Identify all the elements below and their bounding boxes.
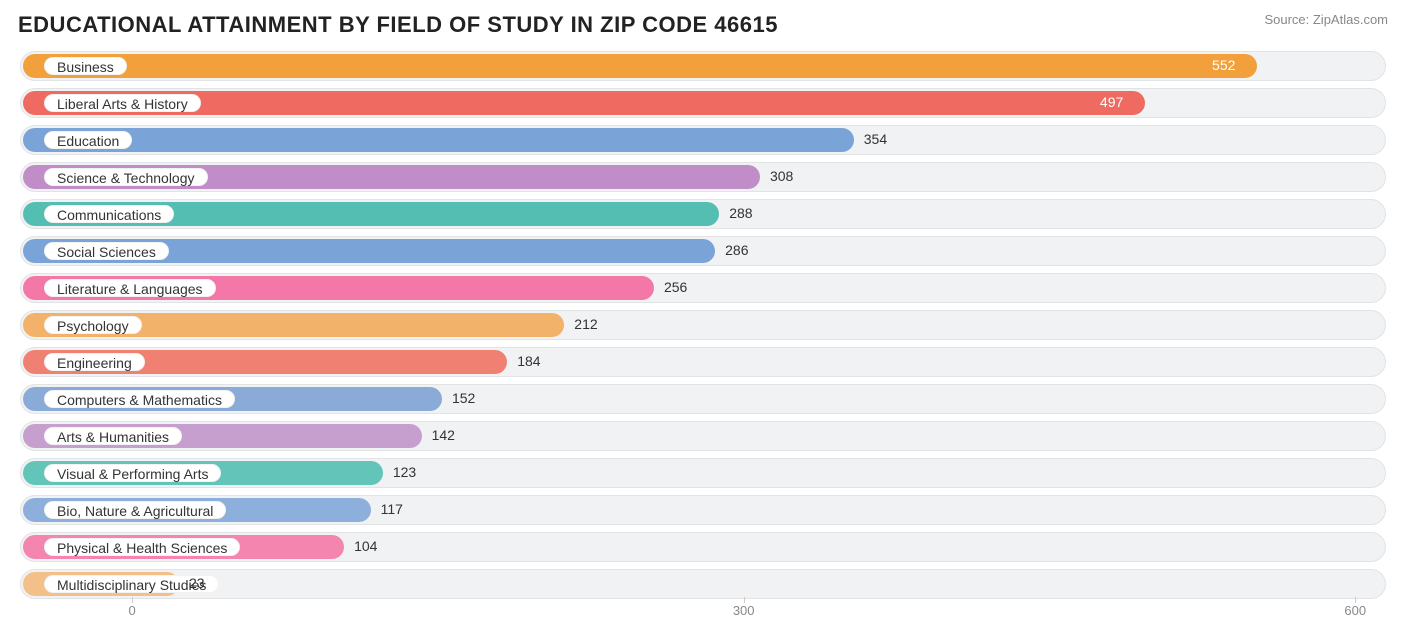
bar-row: Computers & Mathematics 152 [20, 381, 1386, 418]
category-label: Science & Technology [44, 168, 208, 186]
plot-area: Business 552 Liberal Arts & History 497 Educ… [20, 48, 1386, 603]
value-label: 286 [725, 242, 748, 258]
category-label: Education [44, 131, 132, 149]
bar-row: Visual & Performing Arts 123 [20, 455, 1386, 492]
bar [23, 54, 1257, 78]
chart-source: Source: ZipAtlas.com [1264, 12, 1388, 27]
category-label: Business [44, 57, 127, 75]
value-label: 152 [452, 390, 475, 406]
bar-track [20, 569, 1386, 599]
category-label: Liberal Arts & History [44, 94, 201, 112]
value-label: 256 [664, 279, 687, 295]
value-label: 123 [393, 464, 416, 480]
value-label: 184 [517, 353, 540, 369]
value-label: 23 [189, 575, 205, 591]
value-label: 288 [729, 205, 752, 221]
bar-row: Social Sciences 286 [20, 233, 1386, 270]
bar-row: Bio, Nature & Agricultural 117 [20, 492, 1386, 529]
value-label: 117 [381, 501, 403, 517]
category-label: Literature & Languages [44, 279, 216, 297]
value-label: 497 [1100, 94, 1123, 110]
category-label: Bio, Nature & Agricultural [44, 501, 226, 519]
category-label: Physical & Health Sciences [44, 538, 240, 556]
bar-row: Literature & Languages 256 [20, 270, 1386, 307]
bar-row: Engineering 184 [20, 344, 1386, 381]
chart-title: EDUCATIONAL ATTAINMENT BY FIELD OF STUDY… [18, 12, 778, 38]
tick-label: 0 [128, 603, 135, 618]
value-label: 104 [354, 538, 377, 554]
x-axis: 0 300 600 [20, 603, 1386, 627]
value-label: 142 [432, 427, 455, 443]
category-label: Visual & Performing Arts [44, 464, 221, 482]
value-label: 552 [1212, 57, 1235, 73]
bar [23, 128, 854, 152]
category-label: Arts & Humanities [44, 427, 182, 445]
bar-row: Liberal Arts & History 497 [20, 85, 1386, 122]
chart-header: EDUCATIONAL ATTAINMENT BY FIELD OF STUDY… [10, 12, 1396, 48]
bar-row: Communications 288 [20, 196, 1386, 233]
value-label: 308 [770, 168, 793, 184]
bar-row: Multidisciplinary Studies23 [20, 566, 1386, 603]
bar-row: Science & Technology 308 [20, 159, 1386, 196]
bar-row: Education 354 [20, 122, 1386, 159]
tick-label: 600 [1344, 603, 1366, 618]
bar-row: Physical & Health Sciences 104 [20, 529, 1386, 566]
tick-label: 300 [733, 603, 755, 618]
bar-row: Business 552 [20, 48, 1386, 85]
chart-container: EDUCATIONAL ATTAINMENT BY FIELD OF STUDY… [0, 0, 1406, 631]
category-label: Computers & Mathematics [44, 390, 235, 408]
value-label: 212 [574, 316, 597, 332]
category-label: Psychology [44, 316, 142, 334]
category-label: Social Sciences [44, 242, 169, 260]
category-label: Engineering [44, 353, 145, 371]
value-label: 354 [864, 131, 887, 147]
bar-row: Arts & Humanities 142 [20, 418, 1386, 455]
category-label: Communications [44, 205, 174, 223]
bar-row: Psychology 212 [20, 307, 1386, 344]
